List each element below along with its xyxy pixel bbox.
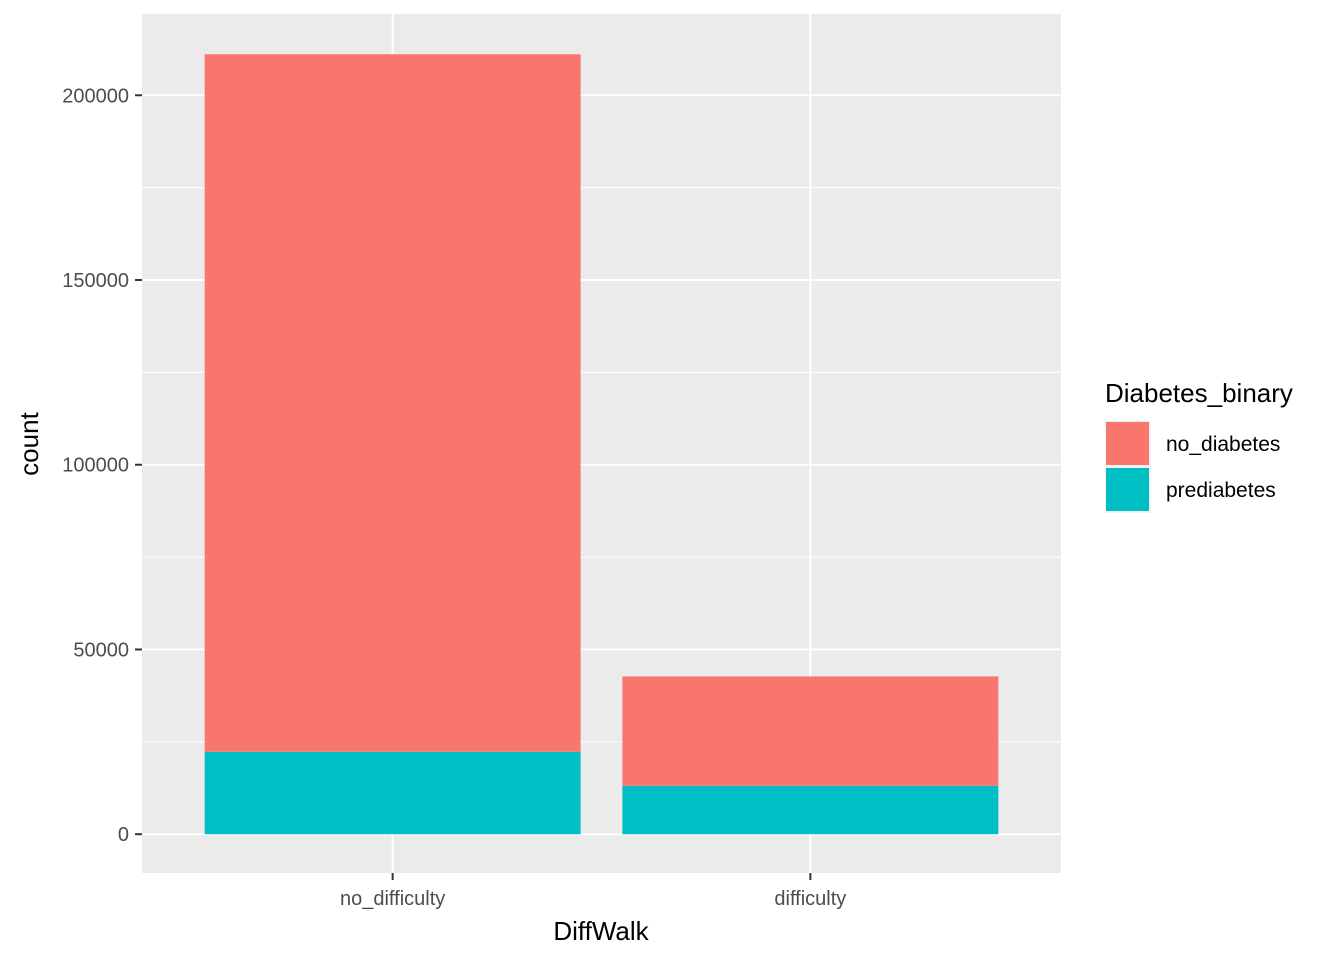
legend-swatch-prediabetes: [1106, 468, 1149, 511]
y-tick-label: 50000: [73, 639, 129, 661]
x-axis-title: DiffWalk: [553, 916, 649, 946]
bar-prediabetes-difficulty: [622, 785, 999, 835]
bars: [204, 54, 999, 835]
x-tick-label: difficulty: [774, 888, 846, 910]
bar-no_diabetes-no_difficulty: [204, 54, 581, 752]
y-tick-label: 150000: [62, 270, 129, 292]
legend-title: Diabetes_binary: [1105, 378, 1293, 408]
y-tick-label: 0: [118, 824, 129, 846]
y-axis: 0 50000 100000 150000 200000: [62, 85, 142, 846]
legend-label-no_diabetes: no_diabetes: [1166, 433, 1280, 456]
bar-prediabetes-no_difficulty: [204, 751, 581, 835]
legend-label-prediabetes: prediabetes: [1166, 479, 1276, 502]
y-axis-title: count: [14, 411, 44, 475]
legend: Diabetes_binary no_diabetes prediabetes: [1105, 378, 1293, 513]
x-tick-label: no_difficulty: [340, 888, 445, 910]
y-tick-label: 100000: [62, 455, 129, 477]
legend-swatch-no_diabetes: [1106, 422, 1149, 465]
x-axis: no_difficulty difficulty: [340, 873, 846, 910]
legend-items: no_diabetes prediabetes: [1105, 421, 1280, 513]
y-tick-label: 200000: [62, 85, 129, 107]
bar-no_diabetes-difficulty: [622, 676, 999, 786]
